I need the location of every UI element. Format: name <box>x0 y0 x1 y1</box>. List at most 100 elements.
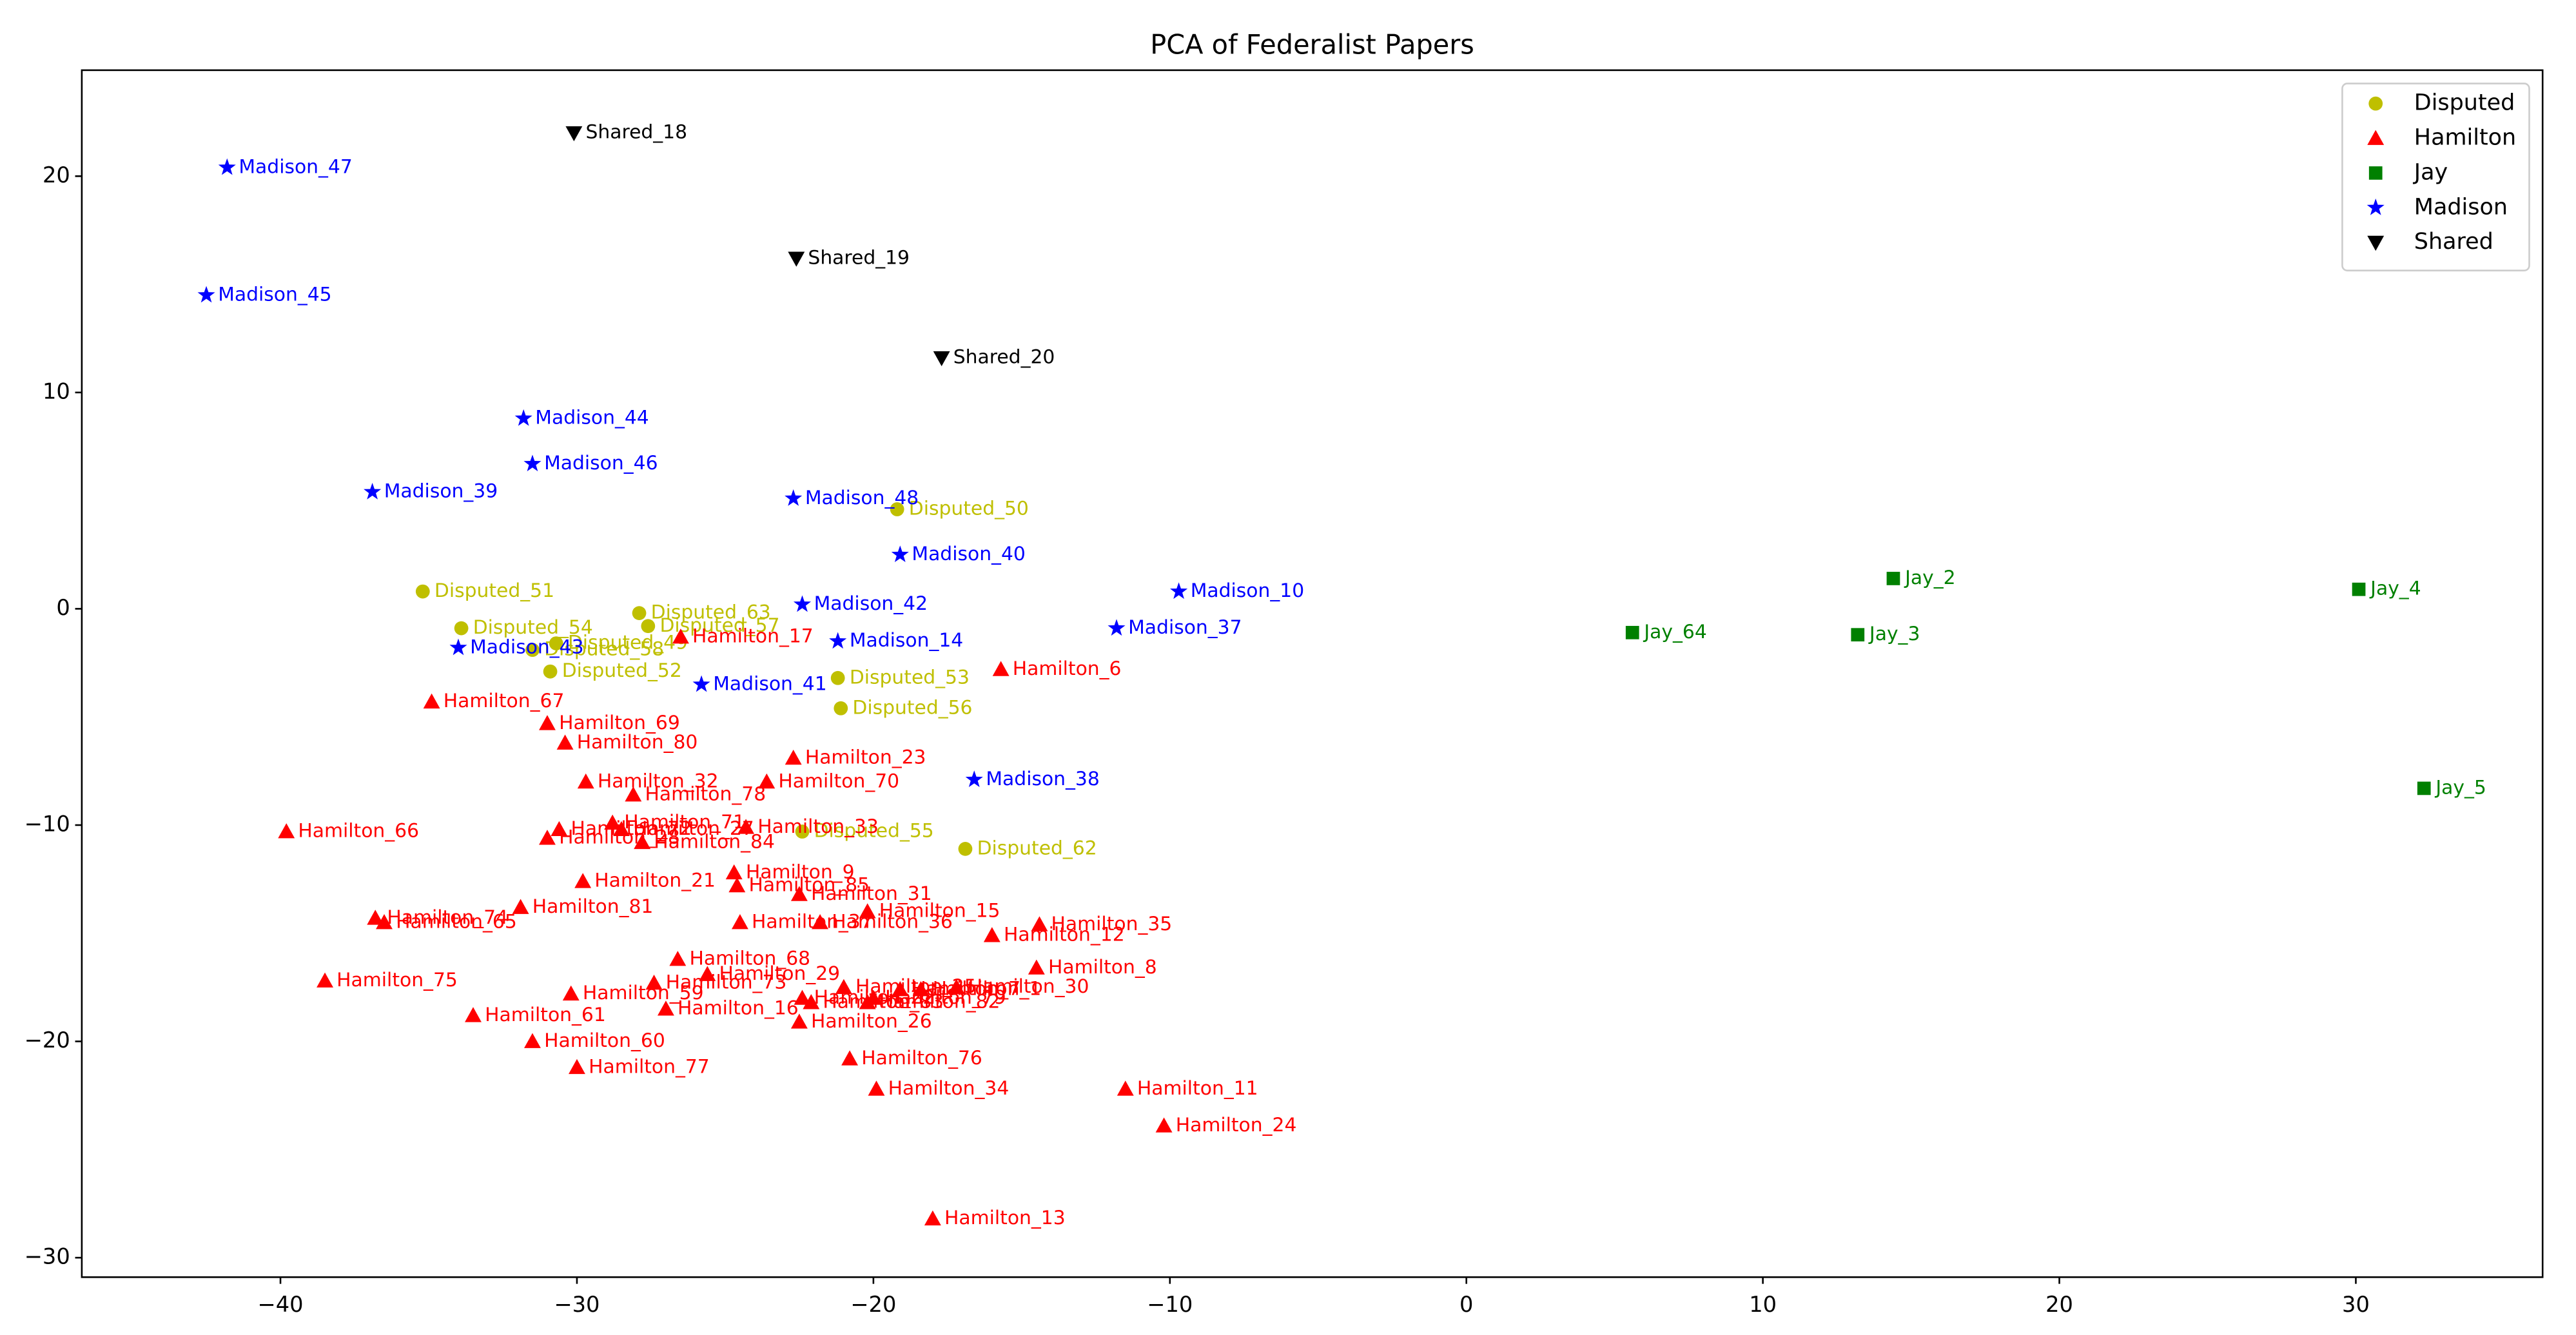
point <box>1886 572 1900 585</box>
point-label: Shared_19 <box>808 246 910 269</box>
point-label: Hamilton_67 <box>444 690 565 712</box>
point <box>790 886 808 901</box>
point-label: Disputed_50 <box>909 498 1029 520</box>
point <box>992 661 1010 676</box>
point <box>612 821 630 837</box>
point-label: Hamilton_17 <box>692 625 814 648</box>
point <box>1031 916 1048 931</box>
legend-marker <box>2366 199 2385 215</box>
x-tick-label: −40 <box>258 1292 304 1317</box>
point-label: Hamilton_31 <box>811 882 932 905</box>
x-tick-label: 30 <box>2342 1292 2370 1317</box>
point-label: Hamilton_78 <box>645 783 766 805</box>
point <box>728 877 746 893</box>
point <box>1155 1117 1173 1133</box>
point <box>364 482 382 500</box>
chart-title: PCA of Federalist Papers <box>1150 30 1474 61</box>
point <box>785 749 802 765</box>
legend-box <box>2341 83 2530 271</box>
point-label: Hamilton_13 <box>944 1207 1066 1229</box>
point-label: Hamilton_8 <box>1048 956 1157 979</box>
point <box>859 903 876 919</box>
point-label: Shared_18 <box>585 121 687 144</box>
point <box>565 126 583 142</box>
point-label: Disputed_55 <box>814 820 934 843</box>
point-label: Madison_46 <box>544 452 658 474</box>
point <box>830 670 845 685</box>
point <box>725 864 743 880</box>
point-label: Madison_38 <box>986 768 1099 790</box>
point-label: Disputed_58 <box>544 638 664 661</box>
point <box>965 770 983 788</box>
point-label: Hamilton_26 <box>811 1010 932 1033</box>
point <box>731 914 748 930</box>
point-label: Jay_5 <box>2434 776 2486 799</box>
point-label: Madison_14 <box>850 629 963 652</box>
point-label: Disputed_56 <box>852 696 972 719</box>
legend-marker <box>2367 235 2385 251</box>
point-label: Hamilton_15 <box>879 900 1000 922</box>
point <box>868 1080 885 1096</box>
point <box>543 664 558 679</box>
y-tick-label: 10 <box>43 378 70 404</box>
point <box>549 636 563 650</box>
point-label: Madison_42 <box>814 592 928 615</box>
legend-label: Jay <box>2413 159 2448 185</box>
point-label: Hamilton_77 <box>589 1055 710 1078</box>
y-tick-label: −30 <box>24 1244 70 1269</box>
point <box>788 251 805 267</box>
y-tick-label: 0 <box>56 595 70 620</box>
legend-marker <box>2368 96 2383 111</box>
point <box>645 974 663 990</box>
y-tick-label: −20 <box>24 1028 70 1053</box>
point <box>523 454 542 472</box>
point-label: Madison_41 <box>713 672 826 695</box>
legend-label: Shared <box>2414 229 2493 255</box>
point-label: Hamilton_70 <box>778 770 899 792</box>
point-label: Jay_64 <box>1643 621 1706 643</box>
point <box>415 584 430 599</box>
point-label: Hamilton_7 <box>912 977 1020 1000</box>
point <box>812 914 829 930</box>
point <box>367 910 384 925</box>
point <box>1851 628 1865 642</box>
point <box>793 595 812 612</box>
point <box>794 989 811 1005</box>
point <box>604 814 621 830</box>
point <box>556 734 574 750</box>
point <box>692 675 710 692</box>
point-label: Hamilton_60 <box>544 1029 665 1052</box>
point-label: Hamilton_72 <box>571 817 692 840</box>
point <box>891 545 909 563</box>
point-label: Hamilton_85 <box>748 873 870 896</box>
point-label: Madison_47 <box>239 155 352 178</box>
point <box>2417 781 2431 795</box>
point <box>948 979 965 994</box>
x-tick-label: −30 <box>554 1292 600 1317</box>
point <box>278 823 295 839</box>
point-label: Hamilton_65 <box>396 910 517 933</box>
point-label: Hamilton_9 <box>746 861 855 883</box>
point <box>524 1033 541 1048</box>
point <box>803 994 820 1009</box>
point <box>2352 582 2366 596</box>
point-label: Jay_3 <box>1868 623 1920 645</box>
point <box>829 632 847 649</box>
legend-label: Hamilton <box>2414 125 2516 151</box>
x-tick-label: −10 <box>1147 1292 1193 1317</box>
point-label: Hamilton_73 <box>666 971 787 993</box>
legend-label: Madison <box>2414 194 2508 220</box>
x-tick-label: −20 <box>850 1292 896 1317</box>
point <box>758 773 776 789</box>
point <box>983 927 1000 942</box>
point-label: Madison_37 <box>1128 616 1242 639</box>
point-label: Madison_43 <box>470 636 583 658</box>
y-tick-label: 20 <box>43 162 70 188</box>
point <box>632 606 647 621</box>
point-label: Madison_48 <box>805 487 919 509</box>
point <box>569 1058 585 1075</box>
legend-marker <box>2367 130 2385 145</box>
point <box>958 842 973 856</box>
point-label: Disputed_54 <box>473 616 593 639</box>
